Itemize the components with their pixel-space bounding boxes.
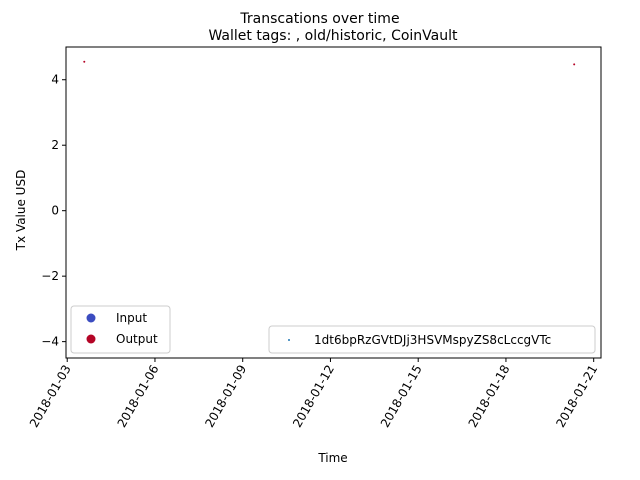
y-axis: −4 −2 0 2 4 <box>41 73 66 349</box>
y-tick-label: −4 <box>41 335 59 349</box>
data-point <box>83 60 86 63</box>
x-axis-label: Time <box>317 451 347 465</box>
x-tick-label: 2018-01-09 <box>202 363 249 430</box>
legend-wallet-frame <box>268 325 596 354</box>
y-axis-label: Tx Value USD <box>14 170 28 252</box>
legend-output-marker <box>86 334 96 344</box>
legend-type-frame <box>70 305 171 354</box>
data-point <box>573 63 576 66</box>
legend-wallet-marker <box>288 339 290 341</box>
legend-wallet-label: 1dt6bpRzGVtDJj3HSVMspyZS8cLccgVTc <box>314 333 551 347</box>
legend-input-label: Input <box>116 311 147 325</box>
legend-type: Input Output <box>70 305 171 354</box>
x-tick-label: 2018-01-21 <box>553 363 600 430</box>
y-tick-label: 0 <box>51 204 59 218</box>
data-points <box>83 60 576 66</box>
chart-title: Wallet tags: , old/historic, CoinVault <box>208 28 458 44</box>
y-tick-label: 4 <box>51 73 59 87</box>
y-tick-label: 2 <box>51 138 59 152</box>
legend-input-marker <box>86 313 96 323</box>
legend-wallet: 1dt6bpRzGVtDJj3HSVMspyZS8cLccgVTc <box>268 325 596 354</box>
legend-output-label: Output <box>116 332 158 346</box>
x-tick-label: 2018-01-12 <box>290 363 337 430</box>
x-axis: 2018-01-03 2018-01-06 2018-01-09 2018-01-12… <box>27 358 600 430</box>
x-tick-label: 2018-01-03 <box>27 363 74 430</box>
x-tick-label: 2018-01-06 <box>115 363 162 430</box>
x-tick-label: 2018-01-18 <box>466 363 513 430</box>
y-tick-label: −2 <box>41 269 59 283</box>
x-tick-label: 2018-01-15 <box>378 363 425 430</box>
chart-suptitle: Transcations over time <box>239 11 399 27</box>
